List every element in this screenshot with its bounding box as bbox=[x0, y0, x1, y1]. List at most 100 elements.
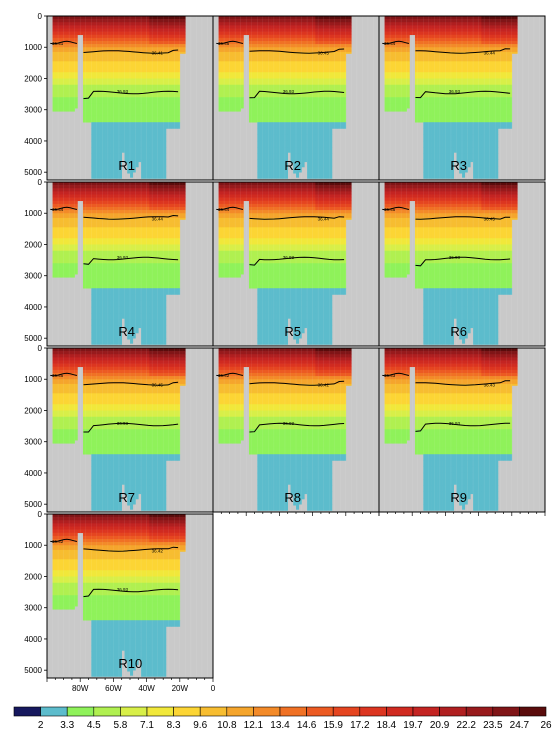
field-cell bbox=[71, 194, 75, 198]
field-cell bbox=[384, 25, 388, 29]
field-cell bbox=[235, 109, 239, 112]
field-cell bbox=[116, 194, 120, 198]
field-cell bbox=[406, 31, 410, 36]
field-cell bbox=[307, 134, 311, 142]
field-cell bbox=[431, 25, 435, 29]
field-cell bbox=[248, 97, 253, 104]
field-cell bbox=[94, 147, 98, 154]
field-cell bbox=[110, 72, 114, 79]
field-cell bbox=[484, 51, 488, 57]
field-cell bbox=[437, 34, 441, 39]
field-cell bbox=[124, 238, 128, 245]
field-cell bbox=[85, 34, 89, 39]
field-cell bbox=[143, 203, 147, 208]
field-cell bbox=[52, 44, 56, 48]
field-cell bbox=[450, 84, 454, 92]
field-cell bbox=[149, 51, 153, 57]
field-cell bbox=[52, 40, 56, 45]
field-cell bbox=[509, 28, 513, 32]
field-cell bbox=[437, 31, 441, 36]
field-cell bbox=[348, 47, 352, 53]
field-cell bbox=[107, 263, 111, 270]
field-cell bbox=[182, 19, 186, 23]
field-cell bbox=[251, 65, 255, 73]
field-cell bbox=[157, 128, 161, 136]
field-cell bbox=[102, 56, 106, 62]
field-cell bbox=[146, 210, 150, 214]
field-cell bbox=[459, 47, 463, 53]
field-cell bbox=[71, 25, 75, 29]
field-cell bbox=[431, 140, 435, 148]
field-cell bbox=[107, 250, 111, 258]
field-cell bbox=[179, 22, 183, 26]
field-cell bbox=[229, 31, 233, 36]
field-cell bbox=[177, 122, 181, 129]
field-cell bbox=[152, 313, 156, 320]
field-cell bbox=[146, 103, 150, 111]
field-cell bbox=[96, 65, 100, 73]
field-cell bbox=[489, 115, 493, 123]
field-cell bbox=[315, 56, 319, 62]
field-cell bbox=[478, 31, 482, 36]
field-cell bbox=[58, 188, 62, 192]
field-cell bbox=[282, 115, 286, 123]
field-cell bbox=[157, 25, 161, 29]
field-cell bbox=[481, 128, 485, 136]
field-cell bbox=[121, 203, 125, 208]
field-cell bbox=[273, 37, 277, 42]
field-cell bbox=[273, 19, 277, 23]
field-cell bbox=[138, 238, 142, 245]
field-cell bbox=[154, 115, 158, 123]
field-cell bbox=[102, 140, 106, 148]
field-cell bbox=[459, 16, 463, 20]
field-cell bbox=[88, 97, 92, 104]
field-cell bbox=[71, 34, 75, 39]
field-cell bbox=[82, 197, 87, 202]
field-cell bbox=[63, 72, 67, 79]
field-cell bbox=[141, 172, 145, 179]
field-cell bbox=[138, 325, 142, 329]
field-cell bbox=[146, 61, 150, 67]
field-cell bbox=[326, 128, 330, 136]
field-cell bbox=[401, 44, 405, 48]
field-cell bbox=[94, 28, 98, 32]
field-cell bbox=[290, 147, 294, 154]
field-cell bbox=[135, 61, 139, 67]
field-cell bbox=[102, 61, 106, 67]
field-cell bbox=[94, 159, 98, 167]
field-cell bbox=[118, 19, 122, 23]
field-cell bbox=[229, 90, 233, 98]
field-cell bbox=[478, 37, 482, 42]
field-cell bbox=[66, 275, 70, 278]
field-cell bbox=[94, 300, 98, 308]
field-cell bbox=[110, 16, 114, 20]
field-cell bbox=[489, 134, 493, 142]
field-cell bbox=[237, 61, 241, 67]
field-cell bbox=[116, 78, 120, 86]
field-cell bbox=[384, 16, 388, 20]
field-cell bbox=[127, 188, 131, 192]
field-cell bbox=[127, 103, 131, 111]
field-cell bbox=[459, 25, 463, 29]
field-cell bbox=[456, 128, 460, 136]
field-cell bbox=[254, 97, 258, 104]
field-cell bbox=[121, 72, 125, 79]
field-cell bbox=[420, 61, 424, 67]
field-cell bbox=[401, 31, 405, 36]
field-cell bbox=[141, 238, 145, 245]
field-cell bbox=[146, 153, 150, 160]
field-cell bbox=[116, 210, 120, 214]
field-cell bbox=[301, 72, 305, 79]
field-cell bbox=[318, 47, 322, 53]
field-cell bbox=[271, 40, 275, 45]
field-cell bbox=[473, 22, 477, 26]
field-cell bbox=[149, 244, 153, 252]
field-cell bbox=[276, 122, 280, 129]
field-cell bbox=[478, 56, 482, 62]
field-cell bbox=[165, 84, 170, 92]
field-cell bbox=[318, 90, 322, 98]
field-cell bbox=[470, 115, 474, 123]
field-cell bbox=[268, 109, 272, 117]
field-cell bbox=[127, 16, 131, 20]
field-cell bbox=[154, 147, 158, 154]
